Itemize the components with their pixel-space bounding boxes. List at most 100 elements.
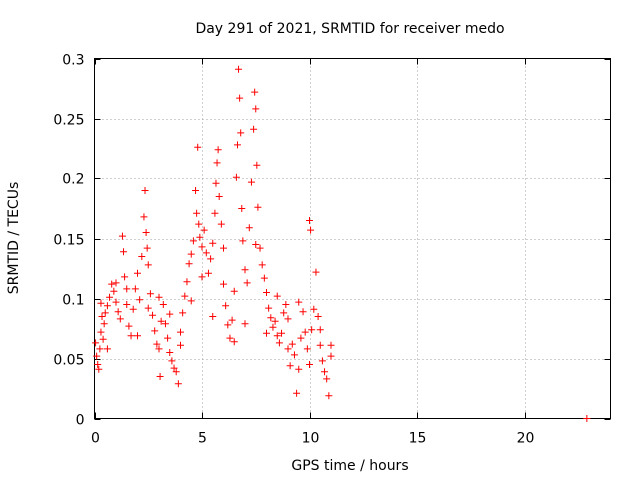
data-point	[166, 349, 174, 356]
y-tick-label: 0.3	[62, 53, 84, 69]
data-point	[149, 311, 157, 319]
data-point	[112, 279, 120, 287]
data-point	[247, 178, 255, 186]
data-point	[94, 361, 102, 368]
data-point	[196, 233, 204, 241]
data-point	[271, 317, 279, 325]
data-point	[125, 322, 133, 330]
y-tick-label: 0.15	[53, 233, 84, 249]
data-point	[327, 341, 335, 349]
data-point	[238, 205, 246, 212]
data-point	[265, 304, 273, 312]
data-point	[189, 237, 197, 245]
x-tick-label: 0	[91, 431, 100, 447]
data-point	[179, 309, 187, 317]
data-point	[159, 301, 167, 308]
data-point	[278, 329, 286, 337]
data-point	[161, 320, 169, 328]
data-point	[151, 327, 159, 335]
data-point	[295, 365, 303, 373]
data-point	[185, 260, 193, 268]
data-point	[195, 220, 203, 228]
data-point	[192, 187, 200, 194]
data-point	[209, 239, 217, 247]
data-point	[211, 209, 219, 217]
y-tick-label: 0.05	[53, 353, 84, 369]
data-point	[144, 261, 152, 269]
data-point	[214, 146, 222, 154]
data-point	[100, 320, 108, 328]
data-point	[224, 321, 232, 329]
data-point	[241, 320, 249, 328]
data-point	[103, 302, 111, 310]
data-point	[168, 357, 176, 365]
x-tick-label: 10	[302, 431, 320, 447]
data-point	[314, 313, 322, 320]
data-point	[310, 305, 318, 313]
data-point	[253, 161, 261, 169]
data-point	[252, 105, 260, 113]
data-points	[92, 65, 591, 422]
data-point	[127, 332, 135, 340]
data-point	[254, 203, 262, 211]
data-point	[230, 287, 238, 295]
data-point	[260, 274, 268, 282]
data-point	[325, 392, 333, 400]
data-point	[288, 340, 296, 348]
data-point	[187, 297, 195, 305]
data-point	[123, 301, 131, 308]
data-point	[106, 293, 114, 301]
data-point	[226, 334, 234, 342]
y-axis-label: SRMTID / TECUs	[6, 182, 22, 295]
data-point	[230, 338, 238, 346]
data-point	[142, 229, 150, 236]
data-point	[243, 279, 251, 287]
data-point	[273, 292, 281, 300]
data-point	[120, 248, 128, 256]
y-tick-label: 0.25	[53, 113, 84, 129]
x-tick-label: 15	[409, 431, 427, 447]
grid-lines	[94, 58, 611, 419]
data-point	[318, 357, 326, 365]
data-point	[131, 285, 139, 293]
data-point	[155, 293, 163, 301]
chart-title: Day 291 of 2021, SRMTID for receiver med…	[195, 21, 504, 37]
data-point	[198, 243, 206, 251]
data-point	[207, 255, 215, 263]
data-point	[222, 302, 230, 310]
data-point	[141, 187, 149, 194]
data-point	[204, 269, 212, 277]
data-point	[209, 313, 217, 320]
data-point	[98, 313, 106, 320]
data-point	[93, 352, 101, 360]
data-point	[123, 285, 131, 293]
data-point	[116, 315, 124, 323]
data-point	[316, 326, 324, 334]
data-point	[245, 224, 253, 232]
data-point	[250, 125, 258, 133]
data-point	[143, 244, 151, 252]
data-point	[193, 209, 201, 217]
data-point	[273, 332, 281, 340]
data-point	[299, 308, 307, 316]
data-point	[140, 213, 148, 221]
data-point	[220, 280, 227, 288]
data-point	[233, 141, 241, 149]
data-point	[138, 253, 146, 260]
data-point	[269, 323, 277, 331]
data-point	[232, 173, 240, 181]
data-point	[99, 335, 107, 343]
data-point	[295, 298, 303, 306]
data-point	[290, 351, 298, 359]
data-point	[236, 94, 244, 102]
data-point	[306, 217, 313, 224]
data-point	[136, 296, 144, 304]
data-point	[213, 159, 221, 167]
data-point	[170, 364, 178, 372]
data-point	[235, 65, 243, 73]
data-point	[198, 273, 206, 281]
data-point	[263, 289, 270, 296]
data-point	[144, 304, 152, 312]
data-point	[267, 314, 275, 322]
data-point	[174, 380, 182, 388]
